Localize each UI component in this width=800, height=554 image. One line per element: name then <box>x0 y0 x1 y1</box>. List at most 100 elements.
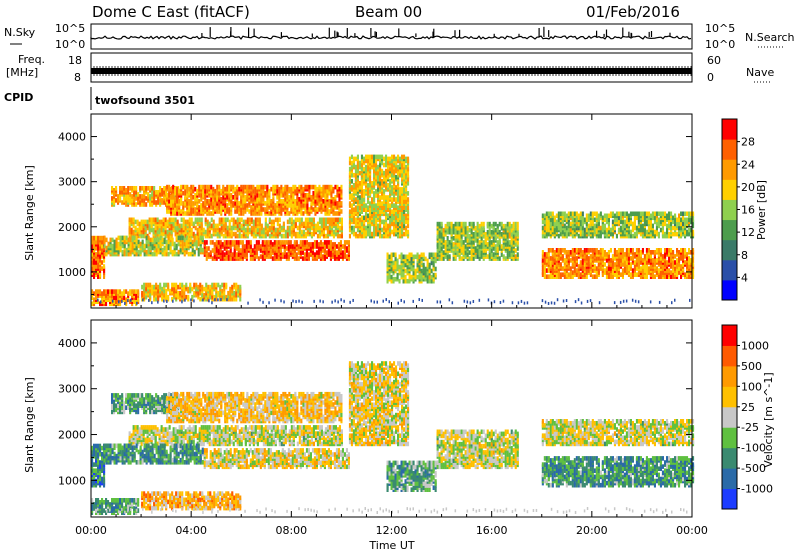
power-cell <box>581 225 584 231</box>
power-cell <box>237 246 240 251</box>
power-cell <box>555 213 558 219</box>
power-cell <box>593 229 596 235</box>
power-cell <box>500 221 503 227</box>
power-cell <box>585 221 588 227</box>
nave-tick-bottom: 0 <box>707 71 714 84</box>
power-cell <box>285 252 288 257</box>
power-cell <box>494 227 497 233</box>
power-cell <box>204 188 207 194</box>
power-cell <box>133 190 136 195</box>
power-cell <box>452 256 455 261</box>
power-cell <box>408 252 411 258</box>
power-cell <box>468 256 471 261</box>
nsky-tick-bottom: 10^0 <box>55 38 85 51</box>
power-cell <box>294 199 297 204</box>
power-cell <box>373 211 376 217</box>
power-cell <box>129 192 132 197</box>
power-cell <box>403 181 406 186</box>
power-cell <box>397 205 400 210</box>
power-cell <box>332 201 335 206</box>
power-cell <box>438 221 441 227</box>
power-cell <box>308 227 311 233</box>
power-cell <box>111 289 114 294</box>
power-cell <box>278 207 281 212</box>
power-cell <box>132 217 135 223</box>
power-cell <box>264 207 267 212</box>
power-cell <box>172 227 175 233</box>
power-cell <box>186 197 189 202</box>
power-cell <box>203 286 206 292</box>
power-cell <box>200 209 203 214</box>
power-cell <box>194 201 197 206</box>
power-cell <box>390 262 393 268</box>
power-cell <box>194 217 197 223</box>
power-cell <box>167 251 170 257</box>
power-cell <box>215 252 218 257</box>
power-cell <box>385 231 388 237</box>
power-cell <box>183 284 186 290</box>
power-cell <box>283 240 286 245</box>
power-cell <box>138 227 141 233</box>
power-cell <box>393 154 396 160</box>
power-cell <box>133 243 136 249</box>
power-cell <box>399 156 402 162</box>
power-cell <box>318 225 321 231</box>
power-cell <box>393 231 396 237</box>
power-cell <box>294 184 297 190</box>
power-cell <box>387 183 390 188</box>
power-cell <box>99 254 102 259</box>
power-cell <box>251 248 254 253</box>
power-cell <box>379 185 382 190</box>
power-cell <box>196 227 199 233</box>
power-cell <box>347 240 350 245</box>
power-cell <box>145 186 148 191</box>
power-cell <box>472 221 475 227</box>
power-cell <box>258 217 261 223</box>
power-cell <box>163 292 166 298</box>
power-cell <box>420 252 423 258</box>
power-cell <box>352 183 355 188</box>
power-cell <box>284 201 287 206</box>
power-cell <box>200 217 203 223</box>
power-cell <box>381 154 384 160</box>
power-cell <box>223 246 226 251</box>
power-cell <box>280 199 283 204</box>
power-cell <box>405 199 408 204</box>
power-cell <box>311 254 314 259</box>
freq-tick-top: 18 <box>68 54 82 67</box>
power-cell <box>298 184 301 190</box>
power-cell <box>242 199 245 204</box>
power-cell <box>163 282 166 288</box>
power-cell <box>231 284 234 290</box>
power-cell <box>391 189 394 194</box>
power-band-3 <box>128 217 343 239</box>
power-cell <box>213 242 216 247</box>
power-cell <box>314 209 317 214</box>
power-cell <box>206 199 209 204</box>
power-cell <box>338 225 341 231</box>
power-cell <box>210 201 213 206</box>
power-cell <box>302 221 305 227</box>
power-cell <box>246 217 249 223</box>
power-cell <box>405 193 408 198</box>
power-cell <box>325 240 328 245</box>
power-cell <box>571 233 574 239</box>
freq-tick-bottom: 8 <box>74 71 81 84</box>
power-cell <box>329 240 332 245</box>
power-cell <box>242 184 245 190</box>
power-cell <box>224 229 227 235</box>
power-cell <box>253 250 256 255</box>
power-cell <box>261 254 264 259</box>
power-cell <box>391 166 394 172</box>
power-cell <box>111 186 114 191</box>
power-cell <box>407 209 410 214</box>
power-cell <box>452 242 455 247</box>
power-cell <box>246 231 249 237</box>
power-cell <box>446 256 449 261</box>
power-cell <box>352 162 355 168</box>
power-cell <box>352 189 355 194</box>
power-cell <box>186 219 189 225</box>
power-cell <box>181 241 184 247</box>
power-cell <box>284 184 287 190</box>
power-cell <box>391 172 394 178</box>
